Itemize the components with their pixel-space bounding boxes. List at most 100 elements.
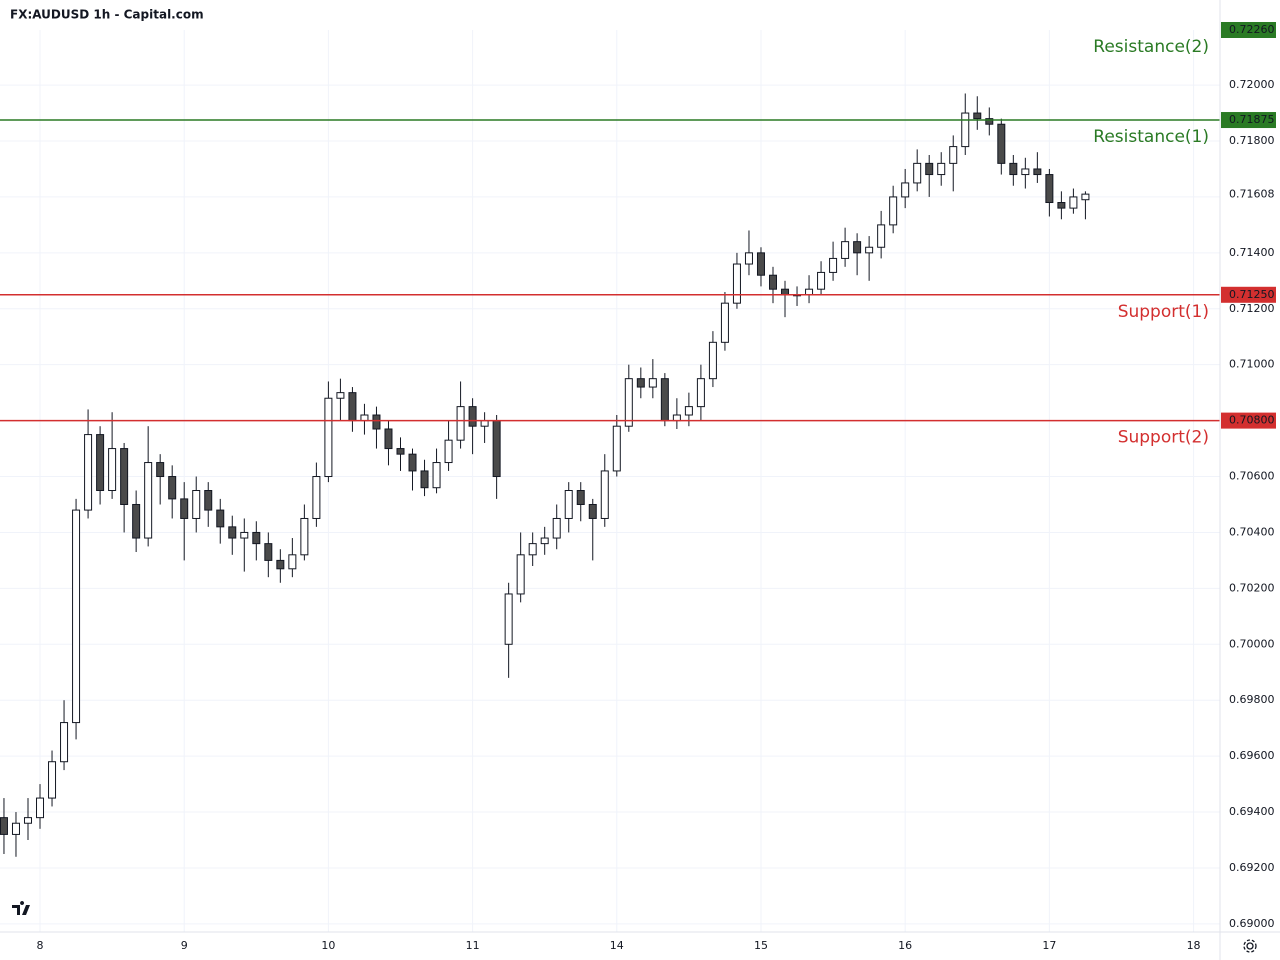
y-tick-label: 0.71800 [1229, 134, 1275, 147]
candle-body [720, 302, 729, 343]
candle-body [408, 453, 417, 472]
candle-body [168, 476, 177, 500]
candle-body [336, 392, 345, 399]
x-tick-label: 16 [898, 939, 912, 952]
level-name: Support(2) [1118, 428, 1209, 448]
candle-body [949, 146, 958, 164]
candle-body [1069, 196, 1078, 209]
candle-body [1057, 202, 1066, 209]
y-tick-label: 0.71200 [1229, 302, 1275, 315]
candle-body [228, 526, 237, 539]
candle-body [756, 252, 765, 276]
candle-body [913, 162, 922, 184]
candle-body [396, 448, 405, 455]
candle-body [36, 797, 45, 819]
candle-body [516, 554, 525, 595]
candle-body [624, 378, 633, 427]
candle-body [901, 182, 910, 198]
candle-body [648, 378, 657, 388]
candle-body [552, 517, 561, 539]
candle-body [480, 420, 489, 427]
y-tick-label: 0.71000 [1229, 358, 1275, 371]
candle-body [216, 509, 225, 528]
candle-body [985, 118, 994, 125]
candle-body [841, 241, 850, 259]
candle-body [0, 817, 8, 835]
candle-body [180, 498, 189, 519]
x-tick-label: 11 [466, 939, 480, 952]
candle-body [156, 462, 165, 478]
candle-body [204, 490, 213, 511]
last-price-badge [1221, 186, 1276, 203]
x-tick-label: 10 [321, 939, 335, 952]
candle-body [781, 288, 790, 296]
candle-body [96, 434, 105, 492]
candle-body [360, 414, 369, 422]
candle-body [1009, 162, 1018, 176]
candle-body [973, 112, 982, 120]
candle-body [829, 257, 838, 273]
y-tick-label: 0.69800 [1229, 693, 1275, 706]
candle-body [276, 559, 285, 570]
candle-body [877, 224, 886, 248]
level-badge-label: 0.71875 [1229, 113, 1275, 126]
candle-body [23, 817, 32, 824]
candle-body [120, 448, 129, 505]
candle-body [612, 425, 621, 472]
candle-body [348, 392, 357, 422]
candle-body [576, 490, 585, 505]
candle-body [540, 537, 549, 545]
candle-body [768, 274, 777, 290]
candle-body [240, 531, 249, 539]
level-badge-label: 0.70800 [1229, 414, 1275, 427]
candle-body [636, 378, 645, 388]
candle-body [708, 341, 717, 380]
candle-body [660, 378, 669, 422]
tradingview-logo [8, 898, 38, 922]
candle-body [384, 428, 393, 450]
y-tick-label: 0.70600 [1229, 470, 1275, 483]
candle-body [372, 414, 381, 430]
candle-body [264, 543, 273, 561]
candle-body [132, 503, 141, 539]
candle-body [564, 490, 573, 519]
x-tick-label: 15 [754, 939, 768, 952]
candle-body [60, 722, 69, 763]
candle-body [252, 531, 261, 545]
settings-icon[interactable] [1243, 939, 1257, 953]
candle-body [853, 241, 862, 254]
candle-body [108, 448, 117, 492]
candle-body [600, 470, 609, 519]
candle-body [684, 406, 693, 416]
level-badge [1221, 112, 1276, 129]
candle-body [696, 378, 705, 408]
candle-body [420, 470, 429, 489]
x-tick-label: 8 [37, 939, 44, 952]
candle-body [817, 271, 826, 290]
y-tick-label: 0.69600 [1229, 749, 1275, 762]
candle-body [84, 434, 93, 511]
level-badge-label: 0.72260 [1229, 23, 1275, 36]
level-name: Resistance(2) [1093, 37, 1209, 57]
candle-body [672, 414, 681, 422]
y-tick-label: 0.69200 [1229, 861, 1275, 874]
y-tick-label: 0.72000 [1229, 78, 1275, 91]
candle-body [937, 162, 946, 176]
candle-body [456, 406, 465, 441]
level-name: Support(1) [1118, 302, 1209, 322]
candle-body [300, 517, 309, 556]
y-tick-label: 0.69000 [1229, 917, 1275, 930]
candle-body [865, 246, 874, 254]
candle-body [11, 822, 20, 835]
x-tick-label: 17 [1042, 939, 1056, 952]
candle-body [48, 761, 57, 799]
x-tick-label: 9 [181, 939, 188, 952]
y-tick-label: 0.70200 [1229, 581, 1275, 594]
candle-body [324, 397, 333, 478]
y-tick-label: 0.71400 [1229, 246, 1275, 259]
candle-body [1045, 174, 1054, 204]
y-tick-label: 0.70400 [1229, 525, 1275, 538]
candle-body [744, 252, 753, 265]
candle-body [72, 509, 81, 724]
